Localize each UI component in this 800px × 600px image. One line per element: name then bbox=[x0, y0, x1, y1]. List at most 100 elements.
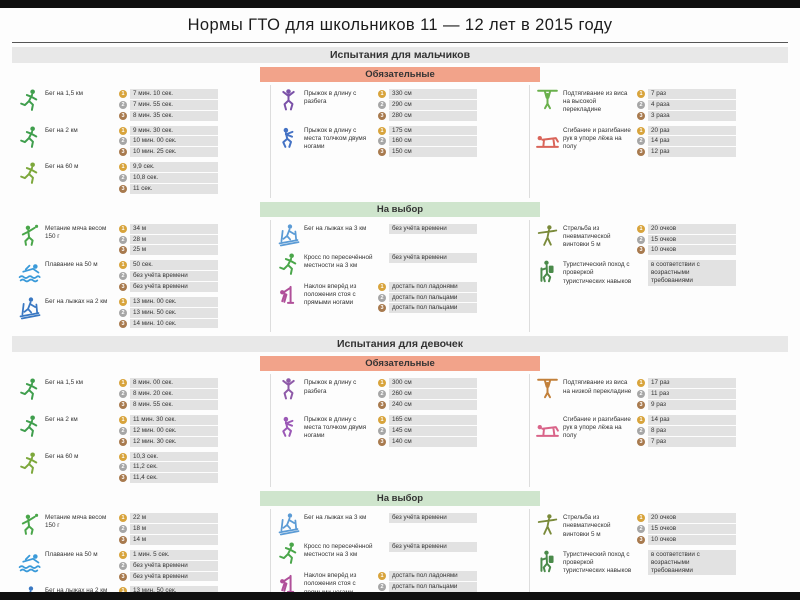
result-row: 1 300 см bbox=[378, 378, 524, 389]
result-row: 2 12 мин. 00 сек. bbox=[119, 425, 265, 436]
rank-2-silver-badge: 2 bbox=[119, 235, 127, 244]
result-row: 1 9,9 сек. bbox=[119, 162, 265, 173]
result-row: без учёта времени bbox=[378, 223, 524, 234]
result-row: 2 18 м bbox=[119, 524, 265, 534]
swim-icon bbox=[17, 549, 42, 574]
result-row: 3 11 сек. bbox=[119, 183, 265, 194]
result-value: 15 очков bbox=[648, 234, 736, 245]
column: Стрельба из пневматической винтовки 5 м 1… bbox=[529, 219, 788, 333]
rank-2-silver-badge: 2 bbox=[637, 426, 645, 435]
result-row: 1 34 м bbox=[119, 223, 265, 234]
runner-icon bbox=[17, 88, 42, 113]
result-row: 2 290 см bbox=[378, 99, 524, 110]
result-value: 12 мин. 00 сек. bbox=[130, 425, 218, 436]
results: 1 20 очков 2 15 очков 3 10 очков bbox=[637, 512, 783, 545]
exercise-item: Метание мяча весом 150 г 1 34 м 2 28 м 3 25 м bbox=[17, 223, 265, 256]
exercise-item: Бег на лыжах на 3 км без учёта времени bbox=[276, 512, 524, 537]
hiking-icon bbox=[535, 259, 560, 284]
result-row: 1 50 сек. bbox=[119, 260, 265, 271]
exercise-item: Сгибание и разгибание рук в упоре лёжа н… bbox=[535, 125, 783, 158]
exercise-label: Прыжок в длину с разбега bbox=[304, 379, 357, 395]
rank-1-gold-badge: 1 bbox=[378, 90, 386, 98]
result-row: 3 12 мин. 30 сек. bbox=[119, 436, 265, 447]
result-value: 150 см bbox=[389, 147, 477, 158]
rifle-icon bbox=[535, 512, 560, 537]
section-title: Испытания для мальчиков bbox=[12, 47, 788, 63]
column: Метание мяча весом 150 г 1 34 м 2 28 м 3 25 м П… bbox=[12, 220, 270, 333]
exercise-label: Бег на лыжах на 2 км bbox=[45, 587, 108, 592]
result-value: без учёта времени bbox=[130, 571, 218, 582]
rank-2-silver-badge: 2 bbox=[119, 308, 127, 317]
result-value: 300 см bbox=[389, 378, 477, 389]
result-row: 1 10,3 сек. bbox=[119, 451, 265, 462]
result-row: 1 13 мин. 50 сек. bbox=[119, 586, 265, 592]
rifle-icon bbox=[535, 223, 560, 248]
ball-throw-icon bbox=[17, 223, 42, 248]
result-row: 3 150 см bbox=[378, 147, 524, 158]
result-value: 175 см bbox=[389, 125, 477, 136]
exercise-label: Бег на 2 км bbox=[45, 416, 78, 424]
result-value: 7 раз bbox=[648, 89, 736, 99]
result-value: 20 раз bbox=[648, 125, 736, 136]
exercise-label: Плавание на 50 м bbox=[45, 261, 98, 269]
result-value: достать пол пальцами bbox=[389, 292, 477, 303]
result-row: 3 11,4 сек. bbox=[119, 473, 265, 484]
rank-3-bronze-badge: 3 bbox=[378, 401, 386, 410]
result-value: 1 мин. 5 сек. bbox=[130, 549, 218, 560]
exercise-item: Прыжок в длину с разбега 1 330 см 2 290 см 3 2… bbox=[276, 88, 524, 121]
results: 1 300 см 2 260 см 3 240 см bbox=[378, 377, 524, 411]
rank-2-silver-badge: 2 bbox=[378, 100, 386, 109]
rank-2-silver-badge: 2 bbox=[119, 426, 127, 435]
ski-icon bbox=[17, 296, 42, 321]
rank-2-silver-badge: 2 bbox=[119, 174, 127, 183]
result-row: 2 достать пол пальцами bbox=[378, 582, 524, 592]
results: 1 достать пол ладонями 2 достать пол пальца… bbox=[378, 570, 524, 592]
result-value: без учёта времени bbox=[389, 223, 477, 234]
pushup-icon bbox=[535, 414, 560, 439]
group-header-row: Обязательные bbox=[12, 67, 788, 82]
exercise-label: Стрельба из пневматической винтовки 5 м bbox=[563, 514, 611, 538]
results: 1 14 раз 2 8 раз 3 7 раз bbox=[637, 414, 783, 447]
result-value: 10 мин. 00 сек. bbox=[130, 136, 218, 147]
results: 1 165 см 2 145 см 3 140 см bbox=[378, 414, 524, 447]
result-row: 1 20 очков bbox=[637, 223, 783, 234]
rank-2-silver-badge: 2 bbox=[378, 390, 386, 399]
result-row: 2 10 мин. 00 сек. bbox=[119, 136, 265, 147]
page-title: Нормы ГТО для школьников 11 — 12 лет в 2… bbox=[12, 8, 788, 43]
exercise-label: Прыжок в длину с разбега bbox=[304, 90, 357, 106]
result-value: 10 мин. 25 сек. bbox=[130, 147, 218, 158]
exercise-item: Бег на лыжах на 2 км 1 13 мин. 00 сек. 2 13 … bbox=[17, 296, 265, 329]
exercise-label: Бег на 1,5 км bbox=[45, 90, 83, 97]
result-value: 13 мин. 50 сек. bbox=[130, 586, 218, 592]
result-row: 3 14 мин. 10 сек. bbox=[119, 318, 265, 329]
result-value: 290 см bbox=[389, 99, 477, 110]
rank-1-gold-badge: 1 bbox=[378, 572, 386, 581]
rank-1-gold-badge: 1 bbox=[637, 224, 645, 233]
rank-2-silver-badge: 2 bbox=[378, 293, 386, 302]
results: без учёта времени bbox=[378, 223, 524, 248]
column: Бег на 1,5 км 1 8 мин. 00 сек. 2 8 мин. 20 с… bbox=[12, 374, 270, 487]
rank-2-silver-badge: 2 bbox=[119, 561, 127, 570]
rank-1-gold-badge: 1 bbox=[378, 126, 386, 135]
results: 1 20 раз 2 14 раз 3 12 раз bbox=[637, 125, 783, 158]
results: 1 13 мин. 00 сек. 2 13 мин. 50 сек. 3 14 мин.… bbox=[119, 296, 265, 329]
rank-2-silver-badge: 2 bbox=[119, 390, 127, 399]
result-value: без учёта времени bbox=[389, 513, 477, 524]
columns-row: Метание мяча весом 150 г 1 34 м 2 28 м 3 25 м П… bbox=[12, 219, 788, 333]
rank-1-gold-badge: 1 bbox=[119, 452, 127, 461]
result-row: 1 11 мин. 30 сек. bbox=[119, 415, 265, 425]
exercise-item: Прыжок в длину с места толчком двумя ног… bbox=[276, 125, 524, 158]
exercise-item: Кросс по пересечённой местности на 3 км б… bbox=[276, 541, 524, 566]
result-value: 14 раз bbox=[648, 136, 736, 147]
results: 1 50 сек. 2 без учёта времени 3 без учёта вре… bbox=[119, 259, 265, 292]
result-row: 3 без учёта времени bbox=[119, 571, 265, 582]
pushup-icon bbox=[535, 125, 560, 150]
result-row: 3 10 очков bbox=[637, 534, 783, 545]
result-row: в соответствии с возрастными требованиям… bbox=[637, 549, 783, 576]
result-value: 7 мин. 55 сек. bbox=[130, 99, 218, 110]
result-row: 1 17 раз bbox=[637, 378, 783, 389]
result-value: 10 очков bbox=[648, 534, 736, 545]
result-value: 13 мин. 00 сек. bbox=[130, 296, 218, 307]
